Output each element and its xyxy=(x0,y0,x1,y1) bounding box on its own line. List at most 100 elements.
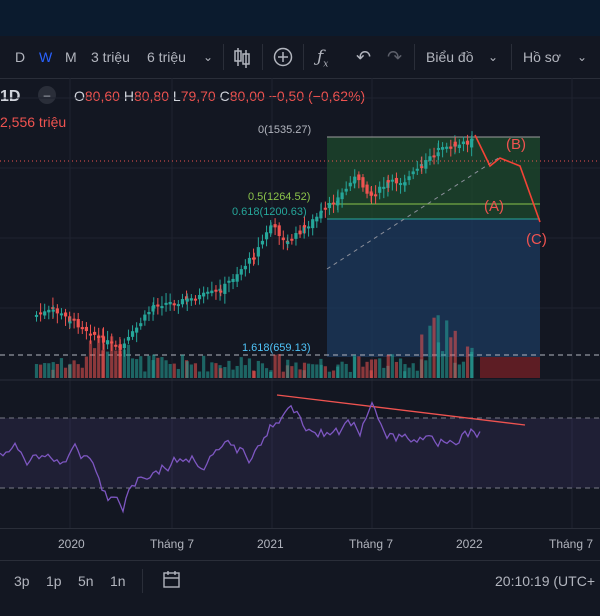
volume-bar xyxy=(307,363,311,378)
volume-bar xyxy=(382,367,386,378)
range-3m-button[interactable]: 3p xyxy=(14,573,30,589)
candle-body xyxy=(407,176,411,181)
volume-bar xyxy=(269,370,273,378)
candlestick-series xyxy=(34,131,474,357)
volume-bar xyxy=(210,362,214,378)
interval-m-button[interactable]: M xyxy=(65,49,77,65)
candle-body xyxy=(264,232,269,240)
volume-6-button[interactable]: 6 triệu xyxy=(147,49,186,65)
redo-icon[interactable]: ↷ xyxy=(387,47,403,67)
chevron-down-icon[interactable]: ⌄ xyxy=(577,50,588,64)
candle-body xyxy=(130,331,135,337)
candle-body xyxy=(160,306,164,309)
volume-bar xyxy=(197,371,202,378)
wave-label-b: (B) xyxy=(506,136,526,153)
candle-body xyxy=(172,303,176,306)
candle-body xyxy=(139,323,143,327)
candle-body xyxy=(369,192,374,196)
low-value: 79,70 xyxy=(180,88,216,104)
volume-bar xyxy=(193,363,198,378)
candle-body xyxy=(398,183,403,186)
close-value: 80,00 xyxy=(229,88,265,104)
x-tick-label: 2022 xyxy=(456,537,483,551)
change-value: −0,50 (−0,62%) xyxy=(268,88,366,104)
candle-body xyxy=(256,247,260,257)
candle-body xyxy=(424,160,428,169)
volume-bar xyxy=(336,364,340,378)
clock-time[interactable]: 20:10:19 (UTC+ xyxy=(495,573,595,589)
interval-d-button[interactable]: D xyxy=(15,49,26,65)
candle-body xyxy=(465,140,470,145)
candle-body xyxy=(34,314,39,317)
candle-body xyxy=(214,289,218,292)
range-1y-button[interactable]: 1n xyxy=(110,573,126,589)
candle-body xyxy=(269,225,273,228)
time-axis[interactable]: 2020 Tháng 7 2021 Tháng 7 2022 Tháng 7 xyxy=(0,528,600,561)
add-indicator-icon[interactable] xyxy=(272,36,294,78)
candle-body xyxy=(365,184,369,194)
candle-body xyxy=(164,302,168,305)
candle-body xyxy=(101,336,106,343)
chart-menu-button[interactable]: Biểu đồ xyxy=(426,49,474,65)
chevron-down-icon[interactable]: ⌄ xyxy=(203,50,214,64)
candle-body xyxy=(315,216,319,222)
volume-bar xyxy=(319,364,323,378)
fib-label-0618: 0.618(1200.63) xyxy=(232,206,307,218)
candle-body xyxy=(210,290,214,294)
volume-bar xyxy=(247,358,252,378)
toolbar-divider xyxy=(262,44,263,70)
candle-body xyxy=(39,312,43,315)
candle-body xyxy=(43,311,47,316)
candle-body xyxy=(88,333,93,336)
range-1m-button[interactable]: 1p xyxy=(46,573,62,589)
candle-body xyxy=(336,197,340,204)
range-5y-button[interactable]: 5n xyxy=(78,573,94,589)
candle-body xyxy=(281,237,285,241)
candle-body xyxy=(168,301,172,305)
x-tick-label: Tháng 7 xyxy=(349,537,394,551)
chevron-down-icon[interactable]: ⌄ xyxy=(488,50,499,64)
undo-icon[interactable]: ↶ xyxy=(356,47,372,67)
candlestick-icon[interactable] xyxy=(232,36,252,78)
volume-bar xyxy=(106,351,110,378)
volume-bar xyxy=(139,356,143,378)
function-icon[interactable]: ƒx xyxy=(317,47,329,70)
candle-body xyxy=(260,240,265,245)
candle-body xyxy=(441,147,445,150)
volume-bar xyxy=(378,358,382,378)
volume-bar xyxy=(206,371,210,378)
candle-body xyxy=(415,168,419,171)
profile-menu-button[interactable]: Hồ sơ xyxy=(523,49,561,65)
price-chart[interactable]: 0(1535.27) 0.5(1264.52) 0.618(1200.63) 1… xyxy=(0,78,600,528)
volume-bar xyxy=(118,350,122,378)
legend-eye-button[interactable]: – xyxy=(38,86,56,104)
candle-body xyxy=(93,331,97,335)
volume-bar xyxy=(93,348,97,378)
volume-bar xyxy=(415,370,419,378)
volume-bar xyxy=(202,355,206,378)
x-tick-label: 2021 xyxy=(257,537,284,551)
volume-3-button[interactable]: 3 triệu xyxy=(91,49,130,65)
candle-body xyxy=(97,335,101,338)
toolbar-divider xyxy=(303,44,304,70)
volume-bar xyxy=(432,317,436,378)
candle-body xyxy=(420,166,424,169)
candle-body xyxy=(176,304,180,307)
candle-body xyxy=(394,177,399,184)
candle-body xyxy=(344,188,348,192)
candle-body xyxy=(382,186,386,189)
volume-bar xyxy=(59,358,64,378)
interval-w-button[interactable]: W xyxy=(39,49,53,65)
candle-body xyxy=(252,257,256,260)
volume-bar xyxy=(369,359,374,378)
candle-body xyxy=(247,257,252,264)
candle-body xyxy=(340,192,344,200)
volume-bar xyxy=(273,354,277,378)
volume-bar xyxy=(114,350,118,378)
volume-bar xyxy=(449,337,453,378)
candle-body xyxy=(323,207,327,210)
volume-bar xyxy=(465,346,470,378)
volume-bar xyxy=(260,363,265,378)
volume-bar xyxy=(470,347,474,378)
date-range-icon[interactable] xyxy=(162,561,182,601)
